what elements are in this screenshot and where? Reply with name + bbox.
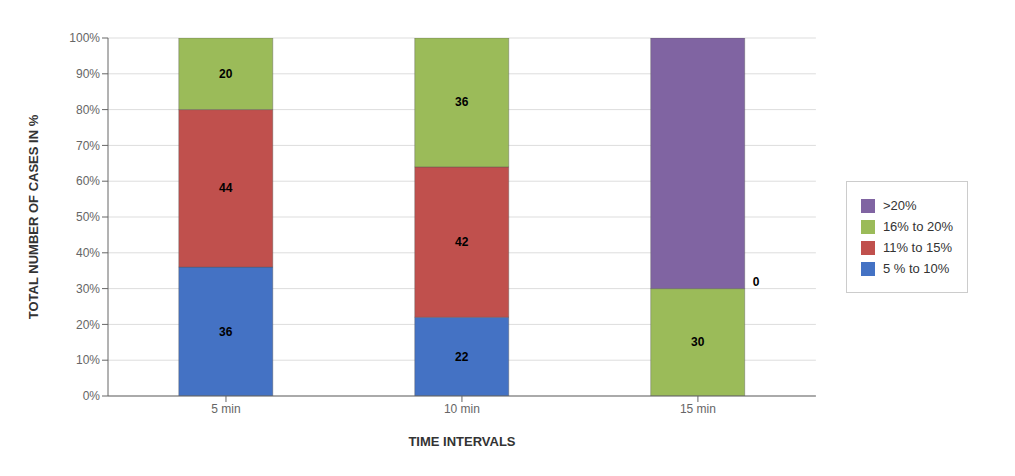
svg-text:36: 36	[219, 325, 233, 339]
svg-text:15 min: 15 min	[680, 402, 716, 416]
svg-text:20: 20	[219, 67, 233, 81]
html-text:5 % to 10%: 5 % to 10%	[882, 261, 950, 276]
svg-text:30%: 30%	[76, 282, 100, 296]
svg-text:30: 30	[691, 335, 705, 349]
svg-text:40%: 40%	[76, 246, 100, 260]
svg-text:TOTAL NUMBER OF CASES IN %: TOTAL NUMBER OF CASES IN %	[26, 114, 41, 319]
svg-text:44: 44	[219, 181, 233, 195]
svg-text:42: 42	[455, 235, 469, 249]
svg-text:10 min: 10 min	[444, 402, 480, 416]
svg-text:90%: 90%	[76, 67, 100, 81]
svg-text:22: 22	[455, 350, 469, 364]
svg-text:100%: 100%	[69, 31, 100, 45]
svg-text:70%: 70%	[76, 139, 100, 153]
svg-text:50%: 50%	[76, 210, 100, 224]
svg-text:36: 36	[455, 95, 469, 109]
svg-text:0%: 0%	[83, 389, 101, 403]
svg-text:60%: 60%	[76, 174, 100, 188]
svg-text:80%: 80%	[76, 103, 100, 117]
svg-text:20%: 20%	[76, 318, 100, 332]
html-text:>20%: >20%	[882, 198, 917, 213]
html-text:16% to 20%: 16% to 20%	[882, 219, 953, 234]
svg-text:10%: 10%	[76, 353, 100, 367]
svg-text:TIME INTERVALS: TIME INTERVALS	[408, 434, 515, 449]
svg-text:0: 0	[753, 275, 760, 289]
html-text:11% to 15%: 11% to 15%	[882, 240, 952, 255]
svg-text:5 min: 5 min	[211, 402, 240, 416]
